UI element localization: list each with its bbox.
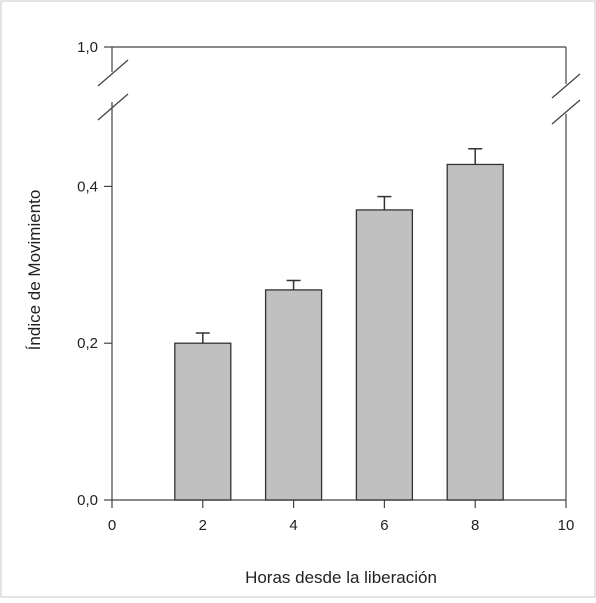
y-axis-break-mark xyxy=(97,93,129,121)
y-tick-label: 0,2 xyxy=(77,335,98,352)
y-axis-break-mark xyxy=(97,59,129,87)
x-tick-label: 4 xyxy=(289,517,297,534)
y-tick-label: 1,0 xyxy=(77,39,98,56)
plot-area: 0,0 0,2 0,4 1,0 0 2 4 6 8 10 xyxy=(77,39,581,534)
bar xyxy=(446,163,504,501)
x-tick-label: 2 xyxy=(199,517,207,534)
x-tick-label: 6 xyxy=(380,517,388,534)
x-axis-label: Horas desde la liberación xyxy=(245,568,437,587)
y-tick-label: 0,0 xyxy=(77,492,98,509)
bar xyxy=(355,209,414,501)
x-tick-label: 8 xyxy=(471,517,479,534)
y-axis-label: Índice de Movimiento xyxy=(25,190,44,351)
bar xyxy=(264,289,323,501)
y-tick-label: 0,4 xyxy=(77,178,98,195)
right-axis-break-mark xyxy=(551,99,581,125)
bar xyxy=(174,342,232,501)
right-axis-break-mark xyxy=(551,73,581,99)
x-tick-label: 0 xyxy=(108,517,116,534)
x-tick-label: 10 xyxy=(558,517,575,534)
